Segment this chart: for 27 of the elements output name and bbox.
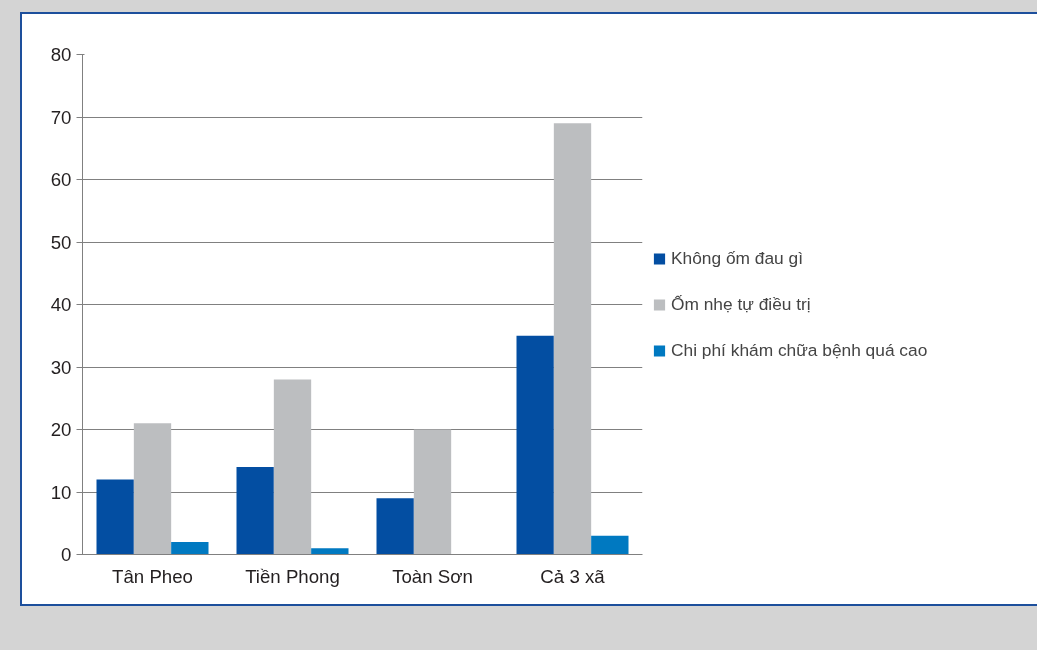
- bar: [236, 467, 274, 555]
- bar: [311, 548, 349, 555]
- x-tick-label: Tiền Phong: [245, 565, 340, 587]
- y-tick-label: 40: [50, 294, 72, 315]
- y-tick-label: 20: [50, 419, 72, 440]
- legend-label: Ốm nhẹ tự điều trị: [671, 293, 811, 315]
- legend-label: Không ốm đau gì: [671, 247, 803, 269]
- y-tick-label: 50: [50, 231, 72, 253]
- y-tick-label: 80: [50, 44, 72, 65]
- x-tick-label: Cả 3 xã: [540, 565, 606, 587]
- bar: [96, 479, 134, 555]
- y-tick-label: 30: [50, 356, 72, 378]
- y-tick-label: 10: [50, 481, 72, 503]
- bar: [591, 535, 629, 555]
- y-tick-label: 70: [50, 106, 72, 128]
- bar: [553, 123, 592, 555]
- bar: [413, 429, 452, 555]
- y-tick-label: 0: [61, 544, 72, 565]
- x-tick-label: Tân Pheo: [112, 565, 193, 587]
- x-tick-label: Toàn Sơn: [392, 565, 473, 587]
- bar: [133, 423, 172, 555]
- bar: [376, 498, 414, 555]
- y-tick-label: 60: [50, 169, 72, 190]
- bar: [273, 379, 312, 555]
- legend-label: Chi phí khám chữa bệnh quá cao: [671, 339, 928, 361]
- bar: [171, 542, 209, 555]
- bar: [516, 335, 554, 555]
